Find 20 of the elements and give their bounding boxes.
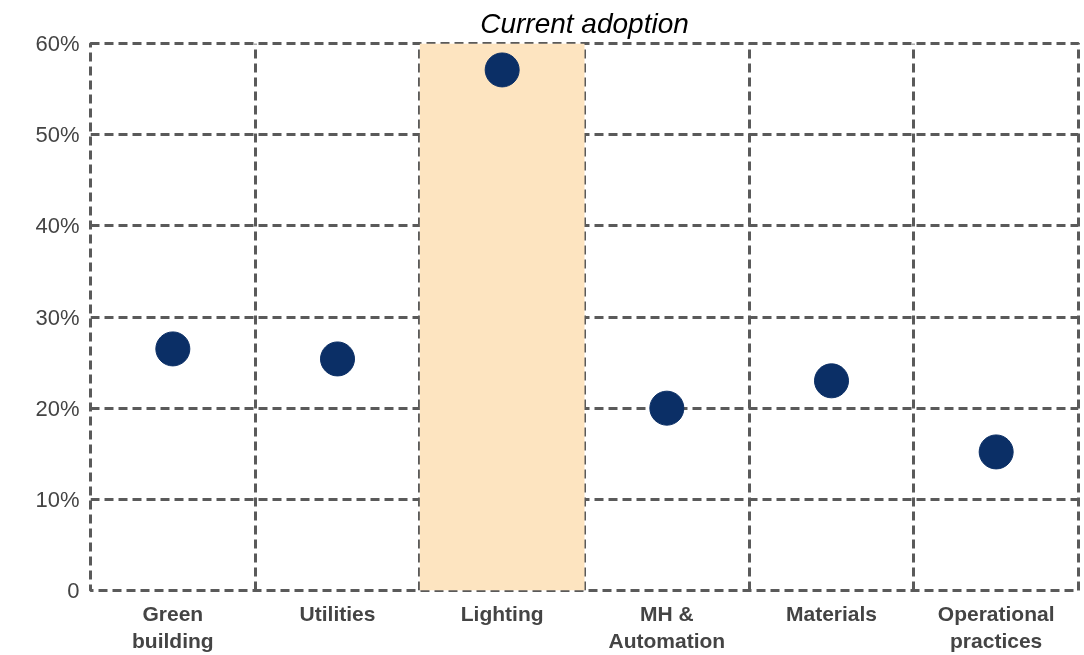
x-tick-label: MH & Automation (608, 601, 726, 653)
point (320, 341, 355, 377)
x-tick-label: Utilities (299, 601, 376, 625)
y-tick-label: 10% (35, 486, 80, 512)
x-tick-label: Green building (132, 601, 214, 653)
y-tick-label: 0 (67, 578, 80, 603)
x-tick-label: Lighting (460, 601, 544, 625)
y-tick-label: 30% (35, 304, 80, 330)
y-tick-label: 40% (35, 213, 80, 239)
point (155, 331, 191, 367)
chart-title: Current adoption (480, 7, 689, 39)
y-tick-label: 60% (35, 31, 80, 56)
y-tick-label: 50% (35, 122, 80, 148)
point (484, 52, 520, 88)
x-tick-label: Operational practices (937, 601, 1055, 653)
point (649, 390, 685, 426)
point (978, 434, 1014, 470)
x-tick-label: Materials (785, 601, 878, 625)
y-tick-label: 20% (35, 395, 80, 421)
point (814, 363, 849, 399)
